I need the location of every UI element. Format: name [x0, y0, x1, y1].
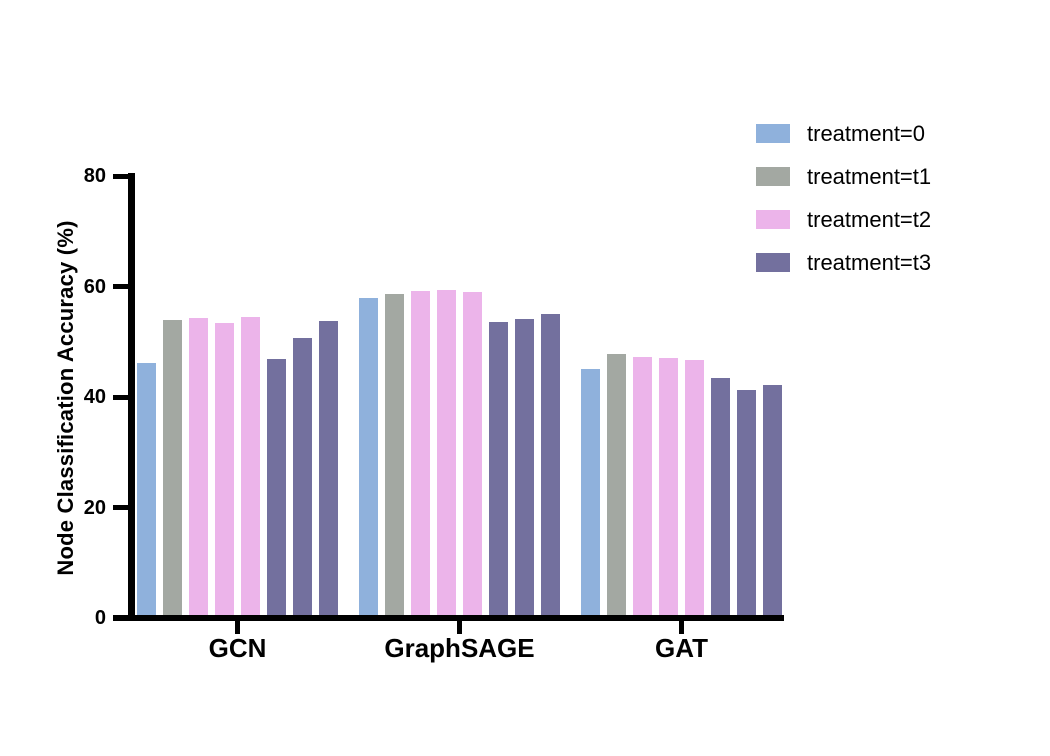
y-tick-label: 80: [83, 165, 106, 187]
legend-label-0: treatment=0: [807, 121, 926, 146]
legend-label-t1: treatment=t1: [807, 164, 932, 189]
bar-graphsage-t3: [541, 314, 560, 618]
y-tick-mark: [113, 173, 129, 179]
bar-graphsage-t1: [385, 294, 404, 618]
legend-swatch-t3: [756, 253, 790, 272]
y-tick-label: 60: [83, 275, 106, 298]
y-tick-label: 40: [83, 386, 106, 408]
legend-item-t3: treatment=t3: [756, 250, 931, 275]
bar-gcn-t2: [215, 323, 234, 618]
bar-group-graphsage: [359, 290, 560, 618]
y-tick-mark: [113, 284, 129, 289]
y-tick-mark: [113, 505, 129, 510]
x-tick-mark: [679, 621, 684, 634]
bar-gcn-t1: [163, 320, 182, 618]
x-tick-label-graphsage: GraphSAGE: [384, 633, 535, 663]
legend-label-t3: treatment=t3: [807, 250, 932, 275]
bar-gat-t2: [659, 358, 678, 618]
bar-graphsage-t2: [411, 291, 430, 618]
legend-label-t2: treatment=t2: [807, 207, 932, 232]
bar-gcn-t2: [189, 318, 208, 618]
legend-swatch-t2: [756, 210, 790, 229]
bar-gat-t3: [737, 390, 756, 618]
bar-gat-t3: [711, 378, 730, 618]
legend: treatment=0 treatment=t1 treatment=t2 treat…: [756, 121, 931, 293]
y-tick-label: 0: [94, 607, 106, 629]
legend-swatch-0: [756, 124, 790, 143]
x-tick-label-gat: GAT: [655, 633, 708, 663]
bar-gcn-0: [137, 363, 156, 618]
legend-item-t1: treatment=t1: [756, 164, 931, 189]
legend-swatch-t1: [756, 167, 790, 186]
x-tick-mark: [457, 621, 462, 634]
bar-gcn-t2: [241, 317, 260, 618]
x-tick-label-gcn: GCN: [208, 633, 267, 663]
bar-graphsage-t2: [437, 290, 456, 618]
y-axis-line: [128, 173, 135, 621]
legend-item-t2: treatment=t2: [756, 207, 931, 232]
bar-gcn-t3: [267, 359, 286, 618]
bar-gcn-t3: [293, 338, 312, 618]
bar-group-gat: [581, 354, 782, 618]
bars-container: [137, 290, 782, 618]
bar-gat-t2: [685, 360, 704, 618]
bar-graphsage-t3: [489, 322, 508, 618]
bar-gat-0: [581, 369, 600, 618]
x-axis-line: [113, 615, 784, 621]
bar-graphsage-t2: [463, 292, 482, 618]
bar-gat-t1: [607, 354, 626, 618]
legend-item-0: treatment=0: [756, 121, 931, 146]
bar-gcn-t3: [319, 321, 338, 618]
bar-graphsage-t3: [515, 319, 534, 618]
y-tick-mark: [113, 394, 129, 400]
x-tick-mark: [235, 621, 240, 634]
bar-gat-t3: [763, 385, 782, 618]
bar-group-gcn: [137, 317, 338, 618]
bar-graphsage-0: [359, 298, 378, 618]
bar-gat-t2: [633, 357, 652, 618]
y-tick-label: 20: [83, 496, 106, 519]
